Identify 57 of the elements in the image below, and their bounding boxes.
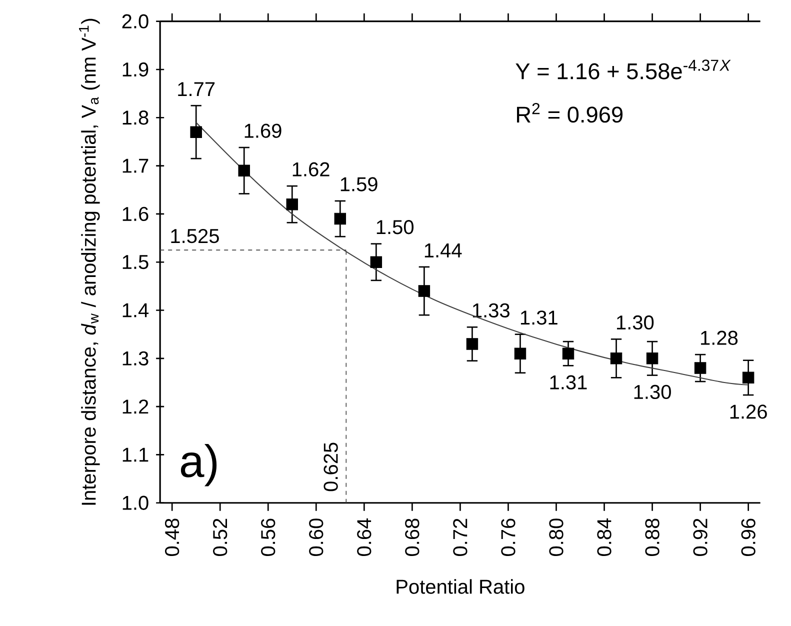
x-tick-label: 0.76: [501, 518, 516, 556]
data-label: 1.30: [634, 385, 671, 400]
y-tick-label: 1.4: [122, 304, 149, 318]
y-tick-label: 2.0: [122, 14, 148, 29]
data-label: 1.28: [701, 330, 738, 346]
y-tick-label: 1.0: [122, 496, 148, 510]
point: [646, 352, 658, 364]
x-tick-label: 0.80: [549, 518, 564, 556]
data-label: 1.26: [730, 404, 767, 419]
data-label: 1.50: [376, 220, 414, 234]
point: [694, 362, 706, 374]
x-tick-label: 0.52: [213, 519, 228, 556]
x-tick-label: 0.84: [597, 518, 612, 556]
ref-line-label: 1.525: [171, 229, 219, 244]
ref-line-label: 0.625: [324, 442, 338, 492]
y-tick-label: 1.5: [122, 255, 148, 270]
y-tick-label: 1.8: [122, 110, 148, 125]
data-label: 1.62: [292, 162, 330, 177]
point: [466, 338, 478, 350]
point: [286, 198, 298, 210]
point: [238, 164, 250, 177]
x-tick-label: 0.92: [693, 519, 708, 556]
x-tick-label: 0.64: [357, 518, 372, 556]
data-label: 1.59: [340, 177, 378, 192]
data-label: 1.44: [424, 244, 462, 258]
x-tick-label: 0.96: [741, 518, 756, 556]
point: [190, 126, 202, 138]
point: [418, 285, 430, 298]
y-axis-title: Interpore distance, d$_{w}$ / anodizing potential, V$_{a}$ (nm V$^{-1}$): [79, 19, 100, 505]
y-tick-label: 1.6: [122, 207, 148, 222]
text: Y = 1.16 + 5.58e$^{-4.37}$$^{X}$: [516, 60, 731, 80]
point: [370, 256, 382, 268]
data-label: 1.33: [472, 304, 510, 318]
data-label: 1.31: [520, 310, 558, 325]
y-tick-label: 1.3: [122, 352, 148, 366]
y-tick-label: 1.7: [122, 159, 148, 173]
point: [562, 348, 574, 360]
point: [334, 213, 346, 225]
y-tick-label: 1.9: [122, 62, 148, 77]
data-label: 1.69: [244, 124, 282, 138]
annotation: a): [180, 444, 217, 487]
annotation: R$^{2}$ = 0.969: [517, 103, 623, 123]
point: [610, 352, 622, 364]
x-tick-label: 0.56: [261, 518, 276, 556]
x-tick-label: 0.88: [645, 518, 660, 556]
data-label: 1.77: [178, 82, 215, 96]
point: [742, 372, 754, 384]
x-tick-label: 0.72: [453, 519, 468, 556]
data-label: 1.30: [616, 316, 654, 330]
data-label: 1.31: [550, 375, 587, 390]
x-axis-title: Potential Ratio: [396, 579, 524, 594]
x-tick-label: 0.68: [405, 518, 420, 556]
point: [514, 348, 526, 360]
x-tick-label: 0.48: [164, 518, 180, 556]
y-tick-label: 1.2: [122, 400, 148, 414]
x-tick-label: 0.60: [309, 518, 324, 556]
y-tick-label: 1.1: [122, 448, 148, 462]
